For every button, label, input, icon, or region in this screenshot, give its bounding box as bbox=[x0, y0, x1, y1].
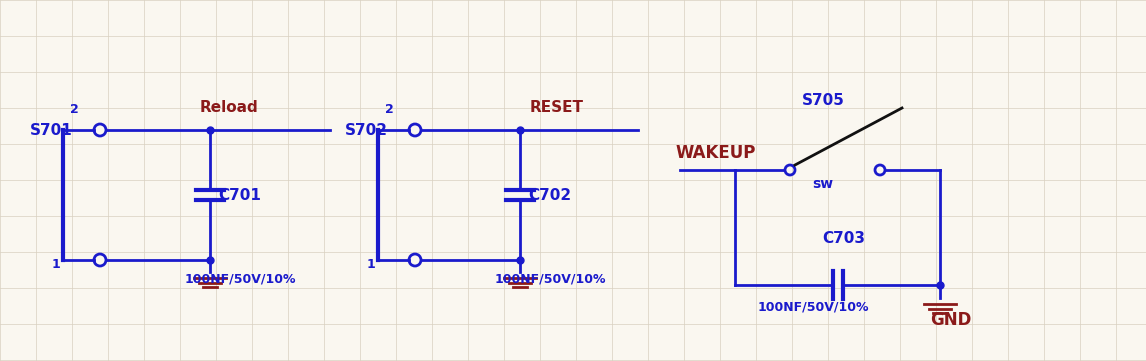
Text: S701: S701 bbox=[30, 123, 72, 138]
Text: 1: 1 bbox=[367, 258, 376, 271]
Text: 1: 1 bbox=[52, 258, 61, 271]
Text: S702: S702 bbox=[345, 123, 388, 138]
Text: Reload: Reload bbox=[201, 100, 259, 115]
Text: 100NF/50V/10%: 100NF/50V/10% bbox=[758, 301, 869, 314]
Text: C702: C702 bbox=[528, 188, 571, 203]
Text: 2: 2 bbox=[70, 103, 79, 116]
Text: C701: C701 bbox=[218, 188, 261, 203]
Text: WAKEUP: WAKEUP bbox=[675, 144, 755, 162]
Text: 100NF/50V/10%: 100NF/50V/10% bbox=[495, 272, 606, 285]
Text: 2: 2 bbox=[385, 103, 394, 116]
Text: 100NF/50V/10%: 100NF/50V/10% bbox=[185, 272, 297, 285]
Text: C703: C703 bbox=[823, 231, 865, 246]
Text: S705: S705 bbox=[802, 93, 845, 108]
Text: GND: GND bbox=[931, 311, 972, 329]
Text: RESET: RESET bbox=[529, 100, 584, 115]
Text: sw: sw bbox=[813, 177, 833, 191]
